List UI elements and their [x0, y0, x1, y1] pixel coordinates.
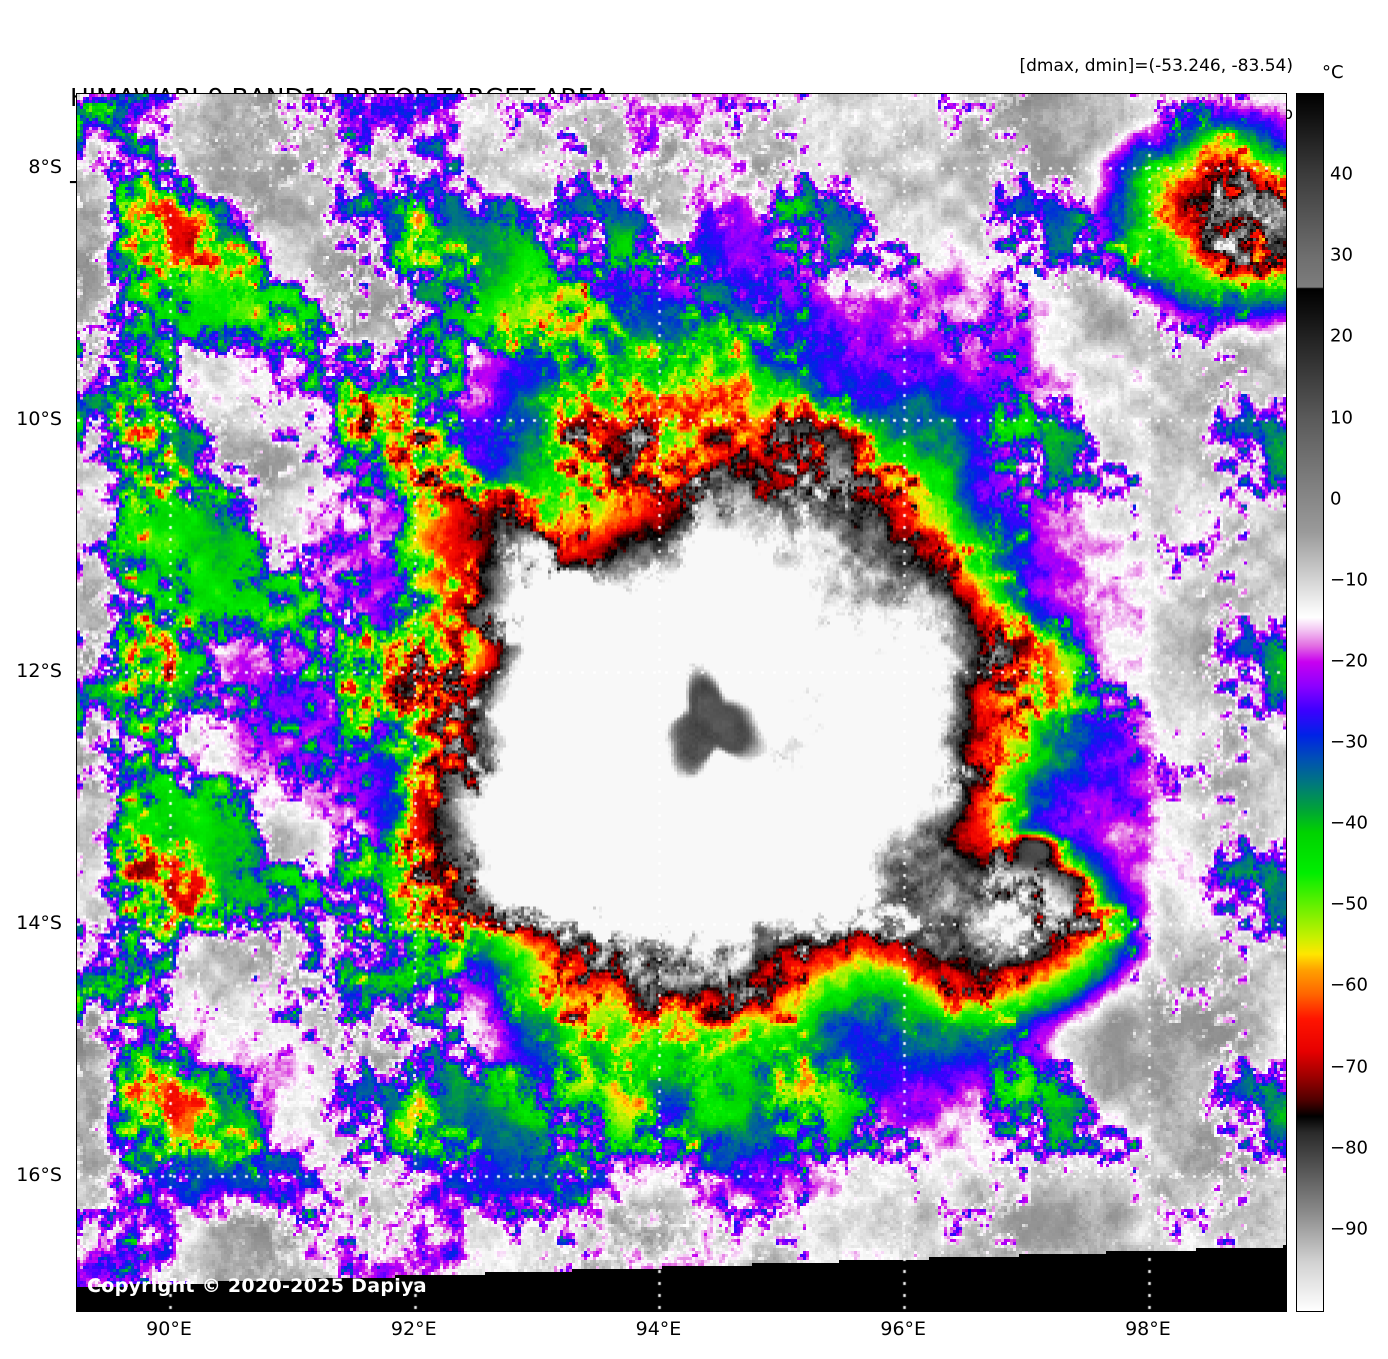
lon-tick-96°E: 96°E — [880, 1318, 927, 1340]
lon-tick-92°E: 92°E — [390, 1318, 437, 1340]
lon-tick-98°E: 98°E — [1125, 1318, 1171, 1340]
colorbar-tick-40: 40 — [1330, 163, 1353, 185]
dmax-dmin-label: [dmax, dmin]=(-53.246, -83.54) — [1019, 56, 1294, 76]
lat-tick-8°S: 8°S — [28, 156, 62, 179]
lat-tick-12°S: 12°S — [16, 660, 62, 683]
lat-tick-14°S: 14°S — [16, 912, 62, 935]
lon-tick-90°E: 90°E — [146, 1318, 192, 1340]
colorbar-tick-20: 20 — [1330, 325, 1353, 347]
colorbar-tick--20: −20 — [1330, 650, 1368, 672]
colorbar-tick--70: −70 — [1330, 1056, 1368, 1078]
colorbar-tick--50: −50 — [1330, 893, 1368, 915]
colorbar-tick--10: −10 — [1330, 569, 1368, 591]
colorbar-tick-0: 0 — [1330, 488, 1342, 510]
latitude-axis: 8°S 10°S 12°S 14°S 16°S — [0, 0, 70, 1359]
copyright-notice: Copyright © 2020-2025 Dapiya — [87, 1275, 427, 1297]
colorbar-tick-10: 10 — [1330, 407, 1353, 429]
lat-tick-10°S: 10°S — [16, 408, 62, 431]
colorbar-tick--60: −60 — [1330, 974, 1368, 996]
colorbar-tick--30: −30 — [1330, 731, 1368, 753]
colorbar-unit-label: °C — [1322, 62, 1344, 83]
colorbar-gradient — [1297, 94, 1323, 1311]
colorbar-tick-30: 30 — [1330, 244, 1353, 266]
colorbar-tick--40: −40 — [1330, 812, 1368, 834]
lon-tick-94°E: 94°E — [635, 1318, 682, 1340]
lat-tick-16°S: 16°S — [16, 1164, 62, 1187]
colorbar-tick--80: −80 — [1330, 1137, 1368, 1159]
colorbar-tick--90: −90 — [1330, 1218, 1368, 1240]
colorbar — [1296, 93, 1324, 1312]
